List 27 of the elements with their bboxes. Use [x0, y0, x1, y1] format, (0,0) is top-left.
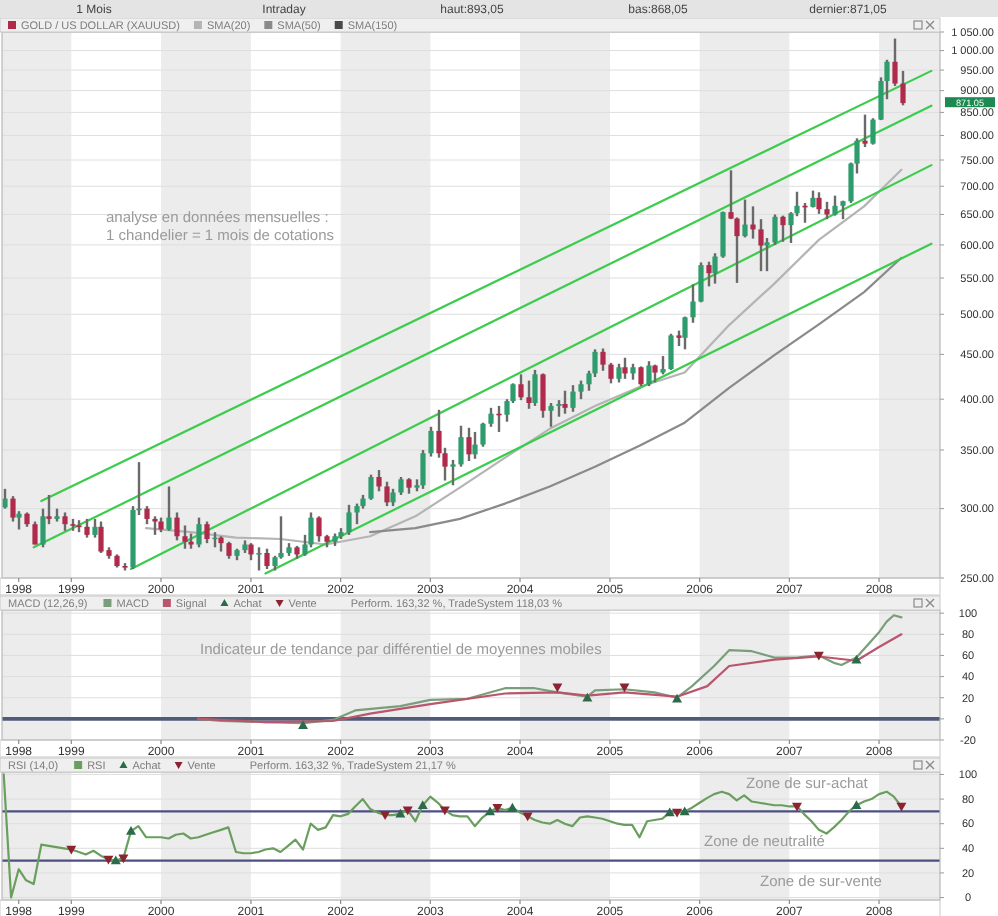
- point: [619, 683, 630, 693]
- point: [110, 855, 121, 865]
- point: [672, 808, 683, 818]
- point: [664, 807, 675, 817]
- point: [507, 802, 518, 812]
- point: [813, 651, 824, 661]
- point: [672, 693, 683, 703]
- point: [679, 806, 690, 816]
- point: [896, 802, 907, 812]
- point: [126, 826, 137, 835]
- line-series: [369, 256, 903, 534]
- point: [380, 811, 391, 821]
- point: [103, 855, 114, 865]
- line-series: [197, 633, 903, 724]
- point: [402, 806, 413, 816]
- point: [492, 803, 503, 813]
- point: [552, 683, 563, 693]
- point: [118, 854, 129, 864]
- point: [522, 812, 533, 822]
- point: [439, 806, 450, 816]
- point: [791, 802, 802, 812]
- point: [66, 845, 77, 855]
- point: [851, 800, 862, 809]
- point: [298, 720, 309, 729]
- point: [485, 806, 496, 816]
- point: [417, 800, 428, 809]
- point: [395, 808, 406, 818]
